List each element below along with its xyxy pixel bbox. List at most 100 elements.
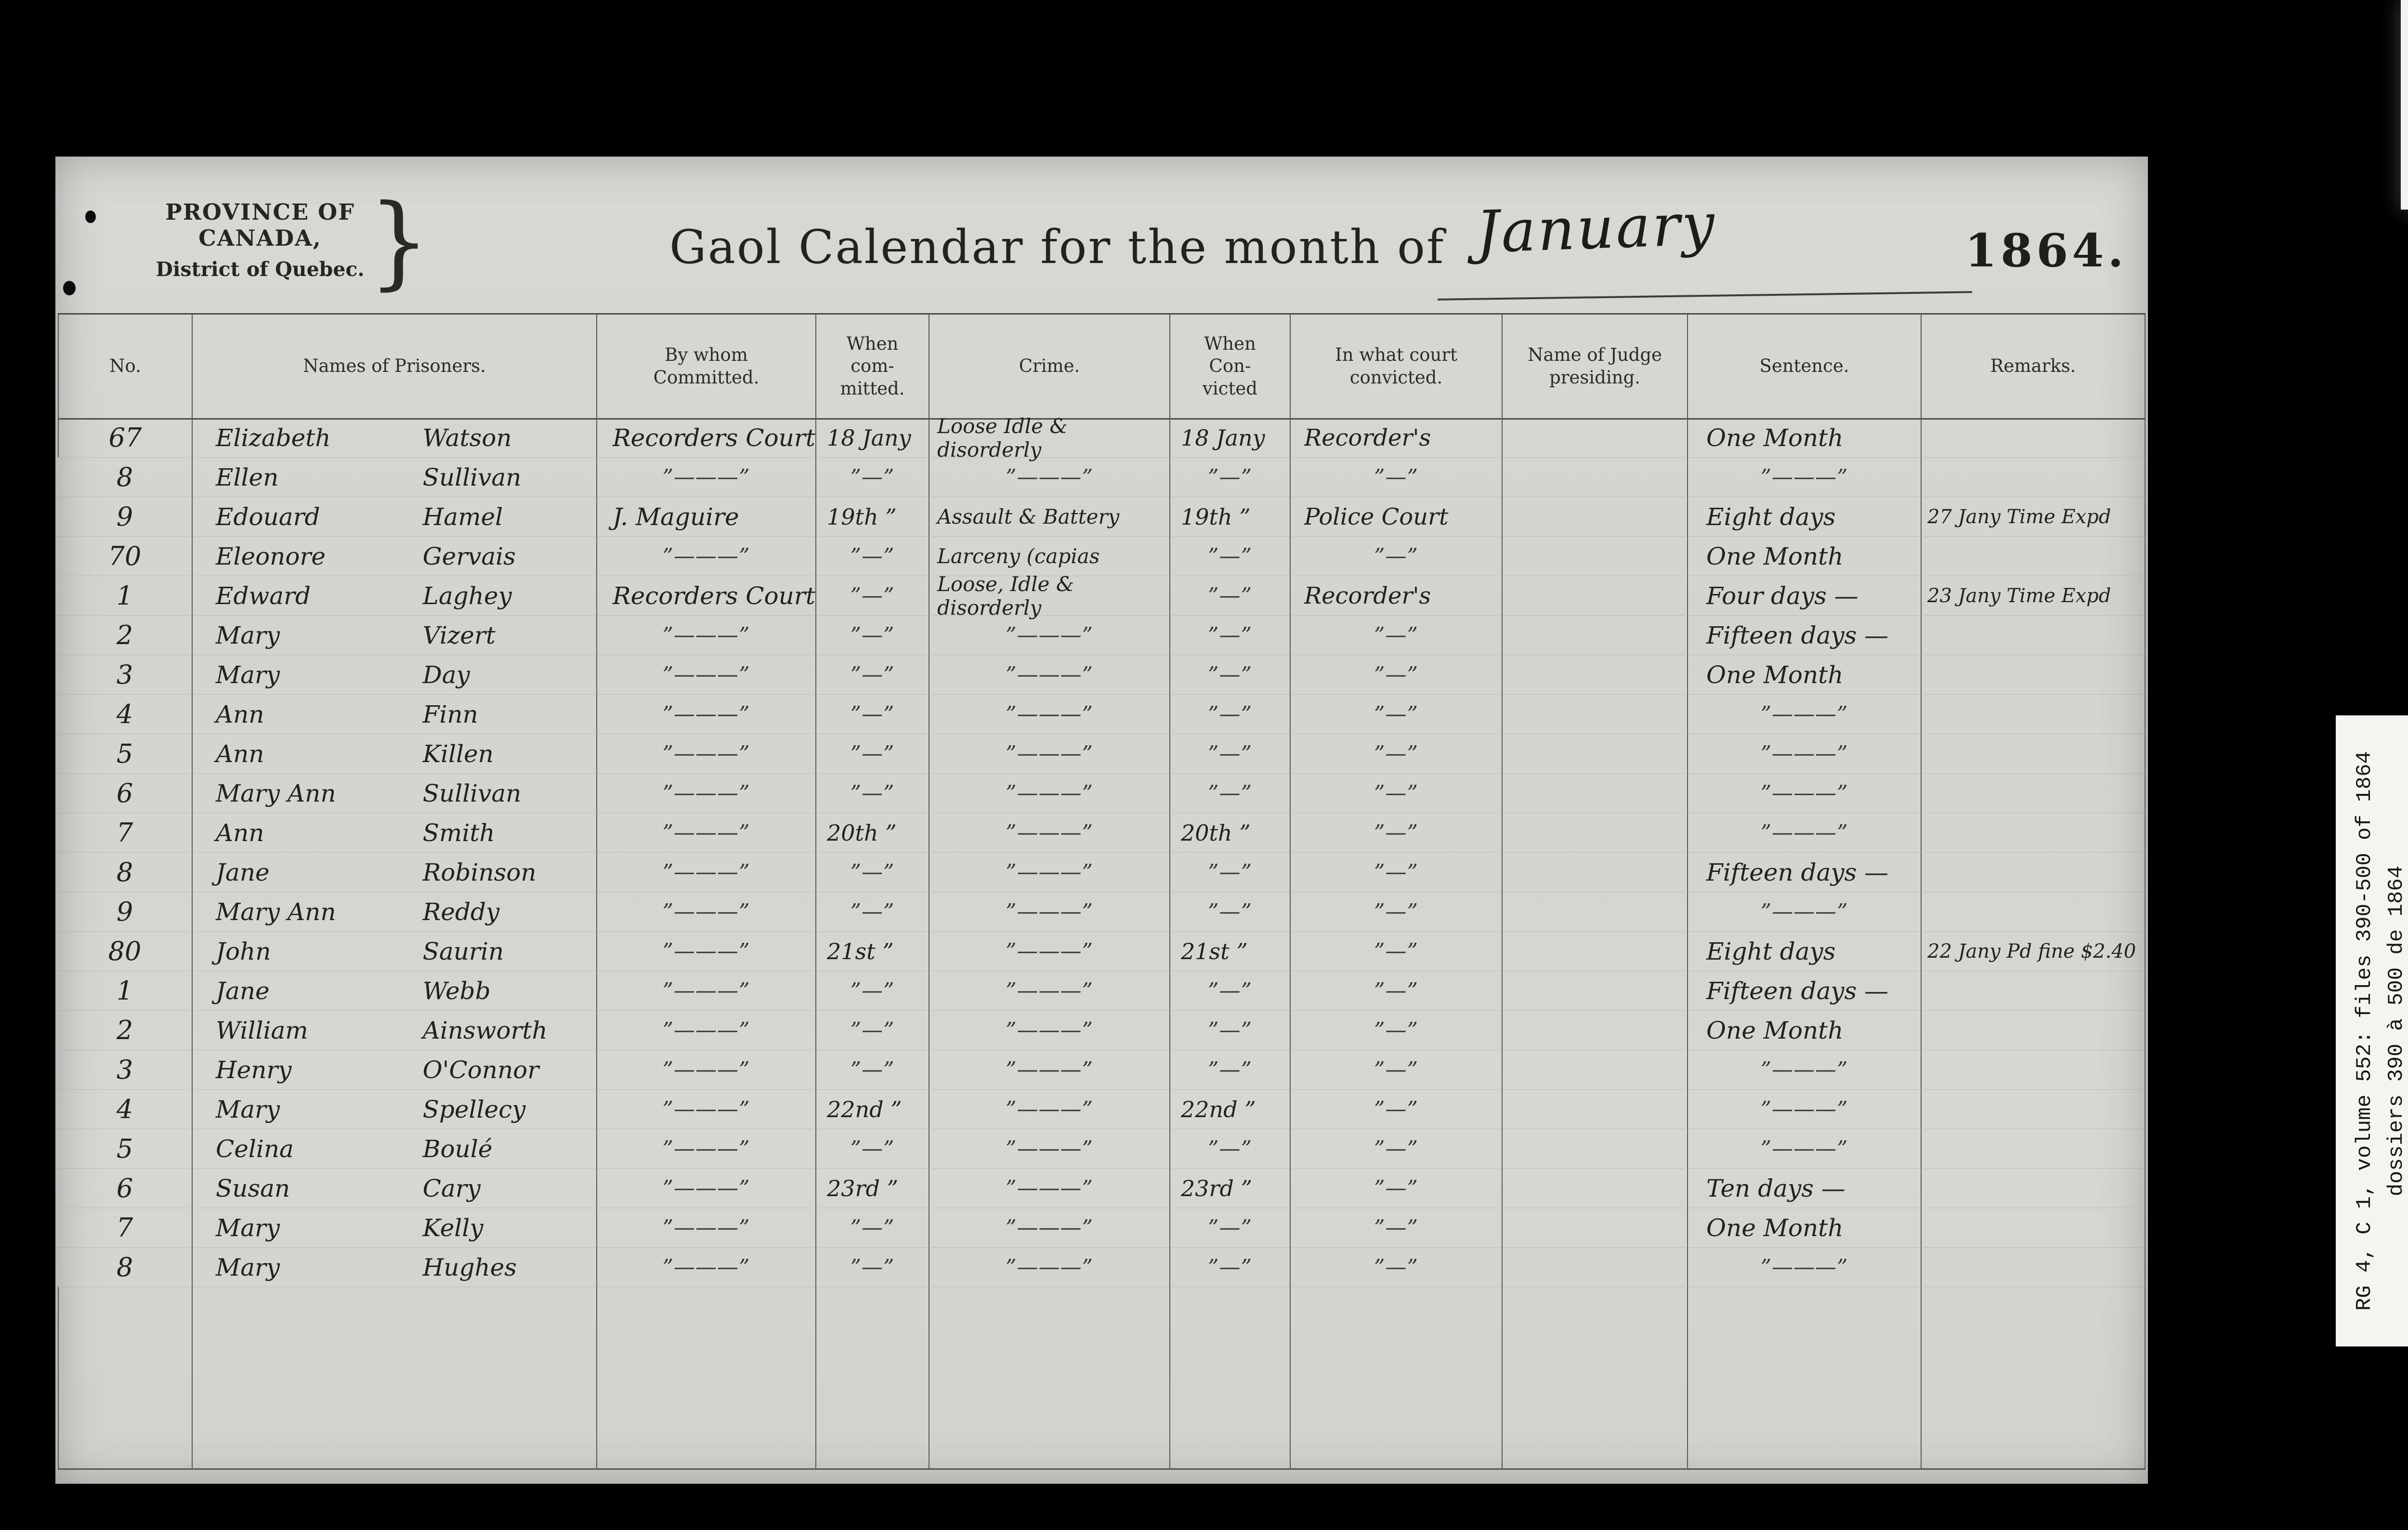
cell-judge xyxy=(1503,971,1688,1011)
cell-sentence: ”———” xyxy=(1688,1129,1922,1169)
cell-judge xyxy=(1503,1248,1688,1287)
first-name: Edward xyxy=(216,581,311,610)
first-name: Mary xyxy=(216,1213,280,1242)
cell-court: ”—” xyxy=(1291,853,1503,892)
film-counter-strip: 025 xyxy=(2401,0,2408,210)
column-header-no: No. xyxy=(58,315,193,418)
cell-by-whom: ”———” xyxy=(597,537,816,576)
cell-by-whom: ”———” xyxy=(597,1090,816,1129)
cell-sentence: Four days — xyxy=(1688,576,1922,616)
first-name: William xyxy=(216,1016,308,1044)
cell-sentence: ”———” xyxy=(1688,892,1922,932)
cell-no: 5 xyxy=(58,734,193,774)
cell-when-committed: ”—” xyxy=(816,734,929,774)
last-name: Laghey xyxy=(422,581,512,610)
cell-court: ”—” xyxy=(1291,1169,1503,1208)
month-underline xyxy=(1438,291,1972,301)
cell-no: 2 xyxy=(58,616,193,655)
cell-sentence: Fifteen days — xyxy=(1688,971,1922,1011)
cell-court: ”—” xyxy=(1291,1050,1503,1090)
cell-court: ”—” xyxy=(1291,1248,1503,1287)
cell-when-convicted: ”—” xyxy=(1170,616,1291,655)
cell-crime: ”———” xyxy=(929,892,1170,932)
column-header-court: In what court convicted. xyxy=(1291,315,1503,418)
column-header-sentence: Sentence. xyxy=(1688,315,1922,418)
cell-court: ”—” xyxy=(1291,734,1503,774)
cell-remarks xyxy=(1922,418,2146,458)
cell-judge xyxy=(1503,497,1688,537)
cell-no: 8 xyxy=(58,458,193,497)
cell-by-whom: ”———” xyxy=(597,734,816,774)
cell-sentence: Eight days xyxy=(1688,932,1922,971)
cell-no: 5 xyxy=(58,1129,193,1169)
cell-when-committed: ”—” xyxy=(816,853,929,892)
cell-crime: ”———” xyxy=(929,1050,1170,1090)
first-name: Mary xyxy=(216,1095,280,1123)
column-header-by-whom: By whom Committed. xyxy=(597,315,816,418)
cell-when-committed: 20th ” xyxy=(816,813,929,853)
cell-prisoner-name: Elizabeth Watson xyxy=(193,418,597,458)
cell-by-whom: ”———” xyxy=(597,932,816,971)
cell-crime: Assault & Battery xyxy=(929,497,1170,537)
cell-judge xyxy=(1503,655,1688,695)
cell-remarks xyxy=(1922,1248,2146,1287)
table-body: 67 Elizabeth Watson Recorders Court 18 J… xyxy=(58,414,2146,1287)
first-name: Jane xyxy=(216,858,270,886)
cell-crime: ”———” xyxy=(929,616,1170,655)
cell-no: 4 xyxy=(58,695,193,734)
archive-reference-line2: dossiers 390 à 500 de 1864 xyxy=(2384,865,2408,1197)
cell-crime: ”———” xyxy=(929,853,1170,892)
last-name: Sullivan xyxy=(422,779,522,807)
cell-remarks xyxy=(1922,616,2146,655)
first-name: Henry xyxy=(216,1055,292,1084)
cell-sentence: Ten days — xyxy=(1688,1169,1922,1208)
cell-when-committed: 18 Jany xyxy=(816,418,929,458)
cell-crime: ”———” xyxy=(929,1169,1170,1208)
cell-prisoner-name: Edward Laghey xyxy=(193,576,597,616)
cell-court: ”—” xyxy=(1291,774,1503,813)
first-name: Eleonore xyxy=(216,542,326,570)
cell-judge xyxy=(1503,892,1688,932)
cell-sentence: ”———” xyxy=(1688,774,1922,813)
column-header-when-convicted: When Con-victed xyxy=(1170,315,1291,418)
cell-no: 1 xyxy=(58,576,193,616)
first-name: Ann xyxy=(216,818,264,847)
cell-prisoner-name: Mary Hughes xyxy=(193,1248,597,1287)
last-name: Ainsworth xyxy=(422,1016,548,1044)
cell-crime: ”———” xyxy=(929,932,1170,971)
cell-when-convicted: 22nd ” xyxy=(1170,1090,1291,1129)
cell-crime: ”———” xyxy=(929,1208,1170,1248)
cell-crime: ”———” xyxy=(929,1090,1170,1129)
cell-when-convicted: ”—” xyxy=(1170,576,1291,616)
cell-prisoner-name: Ellen Sullivan xyxy=(193,458,597,497)
cell-when-committed: ”—” xyxy=(816,774,929,813)
cell-court: ”—” xyxy=(1291,971,1503,1011)
cell-prisoner-name: Jane Webb xyxy=(193,971,597,1011)
cell-judge xyxy=(1503,537,1688,576)
last-name: Day xyxy=(422,660,470,689)
cell-when-convicted: 20th ” xyxy=(1170,813,1291,853)
cell-prisoner-name: Henry O'Connor xyxy=(193,1050,597,1090)
cell-remarks xyxy=(1922,1169,2146,1208)
first-name: Celina xyxy=(216,1134,294,1163)
cell-court: ”—” xyxy=(1291,1011,1503,1050)
column-header-names: Names of Prisoners. xyxy=(193,315,597,418)
table-header: No. Names of Prisoners. By whom Committe… xyxy=(58,313,2146,420)
last-name: Robinson xyxy=(422,858,537,886)
first-name: John xyxy=(216,937,271,965)
cell-sentence: One Month xyxy=(1688,1208,1922,1248)
cell-when-convicted: ”—” xyxy=(1170,892,1291,932)
cell-judge xyxy=(1503,1129,1688,1169)
last-name: Hughes xyxy=(422,1253,517,1281)
cell-crime: ”———” xyxy=(929,1248,1170,1287)
cell-when-committed: ”—” xyxy=(816,1248,929,1287)
cell-by-whom: ”———” xyxy=(597,813,816,853)
first-name: Jane xyxy=(216,976,270,1005)
last-name: Vizert xyxy=(422,621,496,649)
cell-when-convicted: 18 Jany xyxy=(1170,418,1291,458)
cell-remarks xyxy=(1922,853,2146,892)
last-name: Finn xyxy=(422,700,478,728)
cell-by-whom: ”———” xyxy=(597,1208,816,1248)
cell-prisoner-name: Ann Smith xyxy=(193,813,597,853)
column-header-crime: Crime. xyxy=(929,315,1170,418)
